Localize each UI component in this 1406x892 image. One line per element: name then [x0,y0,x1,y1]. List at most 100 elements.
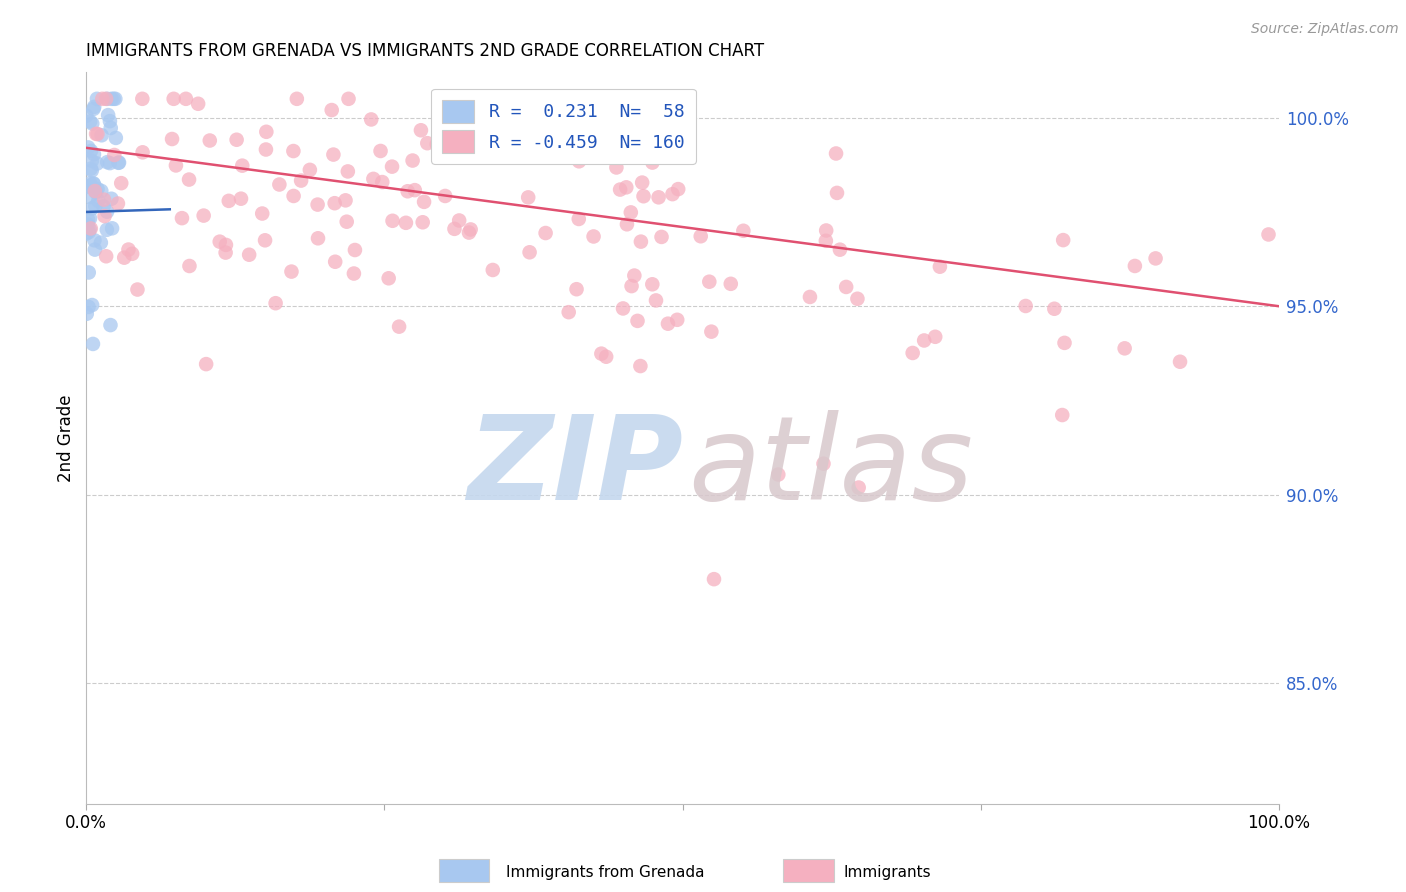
Point [825,146,848,161]
Point [80,202,103,216]
Point [576,116,599,130]
Point [416,136,439,151]
Point [720,277,742,291]
Point [396,184,419,198]
Point [86,127,108,141]
Point [160,132,183,146]
Point [1053,335,1076,350]
Point [426,137,449,152]
Point [112,251,135,265]
Point [437,92,460,106]
Point [363,172,385,186]
Point [697,275,720,289]
Point [79,178,101,193]
Point [1123,259,1146,273]
Point [700,325,723,339]
Point [103,148,125,162]
Point [252,206,274,220]
Point [91,92,114,106]
Point [93,209,115,223]
Point [337,92,360,106]
Point [1257,227,1279,242]
Point [83,102,105,116]
Point [254,143,277,157]
Point [110,176,132,190]
Point [616,217,638,231]
Point [127,283,149,297]
Point [619,129,641,144]
Point [97,108,120,122]
Point [83,243,105,257]
Point [238,248,260,262]
Point [86,182,108,196]
Point [1014,299,1036,313]
Point [412,215,434,229]
Point [79,176,101,190]
Text: Source: ZipAtlas.com: Source: ZipAtlas.com [1251,22,1399,37]
Point [846,292,869,306]
Point [928,260,950,274]
Point [84,199,107,213]
Point [626,113,648,128]
Point [225,133,247,147]
Point [443,222,465,236]
Point [486,129,509,144]
Point [484,94,506,108]
Point [547,128,569,142]
Point [322,147,344,161]
Point [90,235,112,250]
Point [620,205,643,219]
Point [107,156,129,170]
Point [666,182,689,196]
Point [179,259,201,273]
Point [215,238,238,252]
Point [377,271,399,285]
Point [254,125,277,139]
Point [657,317,679,331]
Point [481,263,503,277]
Point [371,175,394,189]
Point [254,233,277,247]
Point [440,148,463,162]
Point [605,161,627,175]
Point [630,235,652,249]
Point [83,233,105,247]
Point [401,153,423,168]
Text: Immigrants: Immigrants [844,865,931,880]
Point [93,199,115,213]
Point [1144,252,1167,266]
Point [104,131,127,145]
Text: atlas: atlas [689,410,973,524]
Y-axis label: 2nd Grade: 2nd Grade [58,394,75,482]
Point [614,180,637,194]
Point [283,189,305,203]
Point [84,127,107,141]
Point [1114,342,1136,356]
Point [290,173,312,187]
Point [1052,233,1074,247]
Point [661,187,683,202]
Point [924,330,946,344]
Point [388,319,411,334]
Point [96,249,118,263]
Point [623,268,645,283]
Point [609,183,631,197]
Point [80,163,103,178]
Point [568,154,591,169]
Point [79,114,101,128]
Point [1168,355,1191,369]
Point [79,190,101,204]
Point [96,92,118,106]
Point [82,298,104,312]
Point [637,136,659,150]
Point [83,100,105,114]
Point [218,194,240,208]
Point [83,147,105,161]
Point [395,216,418,230]
Point [848,481,870,495]
Point [1052,408,1074,422]
Point [1043,301,1066,316]
Point [90,184,112,198]
Point [131,92,153,106]
Point [343,267,366,281]
